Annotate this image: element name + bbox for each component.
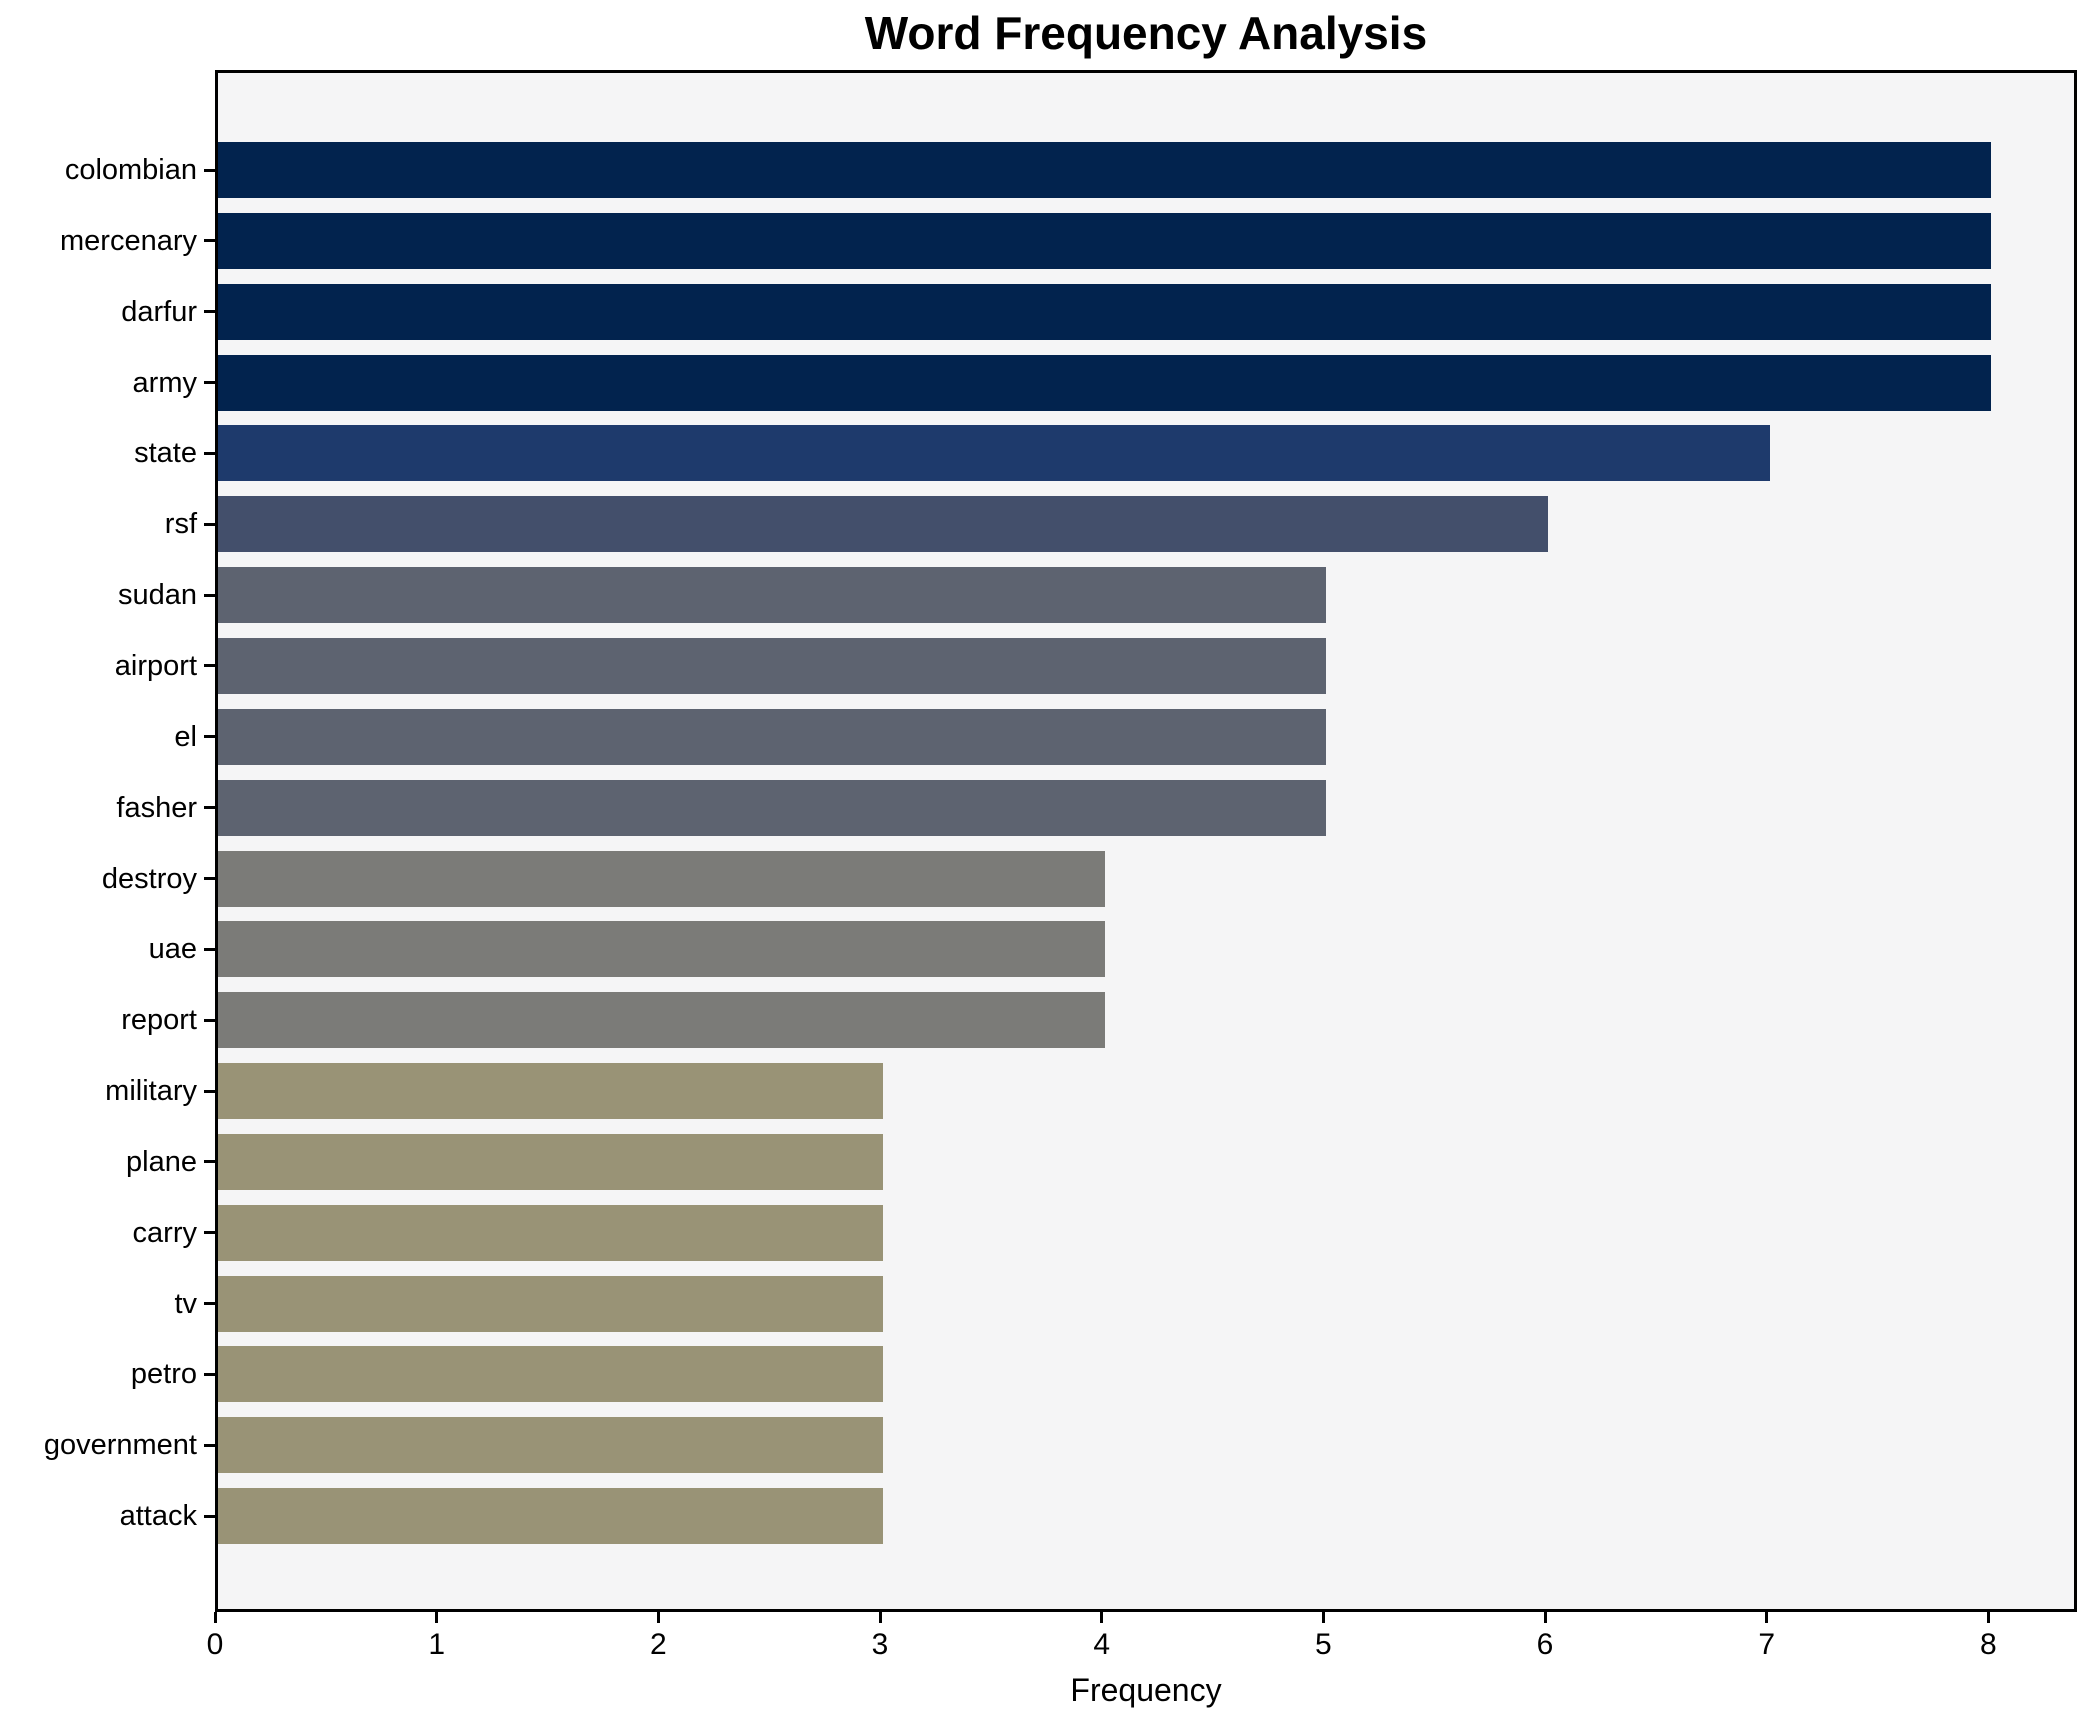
- y-tick-label-petro: petro: [130, 1358, 197, 1391]
- x-tick-mark: [1543, 1612, 1547, 1623]
- y-tick-label-rsf: rsf: [164, 508, 197, 541]
- y-tick-mark: [204, 1018, 215, 1022]
- y-tick-mark: [204, 1443, 215, 1447]
- y-tick-mark: [204, 1089, 215, 1093]
- y-tick-label-tv: tv: [174, 1287, 197, 1320]
- x-tick-label-2: 2: [649, 1628, 667, 1661]
- x-tick-label-1: 1: [428, 1628, 445, 1661]
- x-tick-label-7: 7: [1758, 1628, 1775, 1661]
- y-tick-mark: [204, 381, 215, 385]
- y-tick-label-military: military: [105, 1075, 197, 1108]
- bar-fasher: [218, 779, 1327, 836]
- y-tick-label-fasher: fasher: [116, 791, 197, 824]
- x-tick-mark: [1100, 1612, 1104, 1623]
- x-tick-mark: [656, 1612, 660, 1623]
- bar-carry: [218, 1204, 883, 1261]
- y-tick-mark: [204, 1514, 215, 1518]
- y-tick-mark: [204, 593, 215, 597]
- bar-tv: [218, 1275, 883, 1332]
- x-tick-mark: [213, 1612, 217, 1623]
- bar-petro: [218, 1346, 883, 1403]
- x-tick-mark: [878, 1612, 882, 1623]
- y-tick-label-plane: plane: [126, 1145, 197, 1178]
- bar-airport: [218, 637, 1327, 694]
- x-tick-mark: [1321, 1612, 1325, 1623]
- y-tick-mark: [204, 1372, 215, 1376]
- y-tick-label-carry: carry: [132, 1216, 197, 1249]
- x-tick-mark: [435, 1612, 439, 1623]
- bar-colombian: [218, 142, 1992, 198]
- bar-attack: [218, 1488, 883, 1545]
- y-tick-label-sudan: sudan: [117, 579, 197, 612]
- y-tick-mark: [204, 1231, 215, 1235]
- y-tick-label-destroy: destroy: [101, 862, 197, 895]
- x-tick-mark: [1986, 1612, 1990, 1623]
- bar-army: [218, 354, 1992, 411]
- bar-military: [218, 1063, 883, 1120]
- y-tick-mark: [204, 1302, 215, 1306]
- y-tick-label-attack: attack: [119, 1500, 197, 1533]
- x-tick-label-8: 8: [1979, 1628, 1997, 1661]
- bar-rsf: [218, 496, 1548, 553]
- y-tick-label-mercenary: mercenary: [60, 224, 197, 257]
- y-tick-mark: [204, 239, 215, 243]
- bar-darfur: [218, 283, 1992, 340]
- plot-area: [215, 70, 2077, 1612]
- x-tick-label-6: 6: [1536, 1628, 1554, 1661]
- y-tick-mark: [204, 877, 215, 880]
- x-tick-mark: [1765, 1612, 1769, 1623]
- y-tick-label-report: report: [121, 1004, 197, 1037]
- y-tick-label-airport: airport: [114, 649, 197, 682]
- y-tick-mark: [204, 806, 215, 810]
- bar-plane: [218, 1133, 883, 1190]
- chart-title: Word Frequency Analysis: [864, 7, 1428, 59]
- x-tick-label-0: 0: [206, 1628, 224, 1661]
- y-tick-label-uae: uae: [148, 933, 197, 966]
- bar-el: [218, 708, 1327, 765]
- y-tick-label-darfur: darfur: [121, 295, 197, 328]
- y-tick-mark: [204, 947, 215, 951]
- y-tick-label-army: army: [132, 366, 197, 399]
- bar-mercenary: [218, 212, 1992, 269]
- x-axis-label: Frequency: [1070, 1672, 1222, 1708]
- y-tick-label-government: government: [43, 1429, 197, 1462]
- y-tick-label-el: el: [174, 720, 197, 753]
- bar-uae: [218, 921, 1105, 978]
- y-tick-mark: [204, 664, 215, 668]
- bar-sudan: [218, 567, 1327, 624]
- bar-report: [218, 992, 1105, 1049]
- y-tick-label-colombian: colombian: [64, 154, 197, 186]
- y-tick-label-state: state: [134, 437, 197, 470]
- y-tick-mark: [204, 310, 215, 314]
- y-tick-mark: [204, 522, 215, 526]
- y-tick-mark: [204, 735, 215, 739]
- bar-government: [218, 1417, 883, 1474]
- y-tick-mark: [204, 451, 215, 455]
- bar-destroy: [218, 850, 1105, 907]
- bar-state: [218, 425, 1770, 482]
- y-tick-mark: [204, 168, 215, 172]
- x-tick-label-4: 4: [1093, 1628, 1110, 1661]
- y-tick-mark: [204, 1160, 215, 1164]
- x-tick-label-5: 5: [1314, 1628, 1332, 1661]
- x-tick-label-3: 3: [871, 1628, 889, 1661]
